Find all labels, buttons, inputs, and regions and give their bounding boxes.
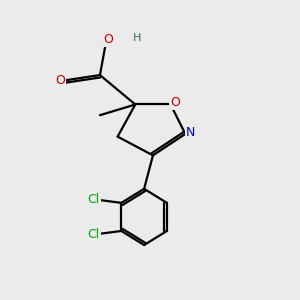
Text: O: O — [103, 33, 113, 46]
Text: N: N — [186, 126, 195, 139]
Text: Cl: Cl — [87, 228, 100, 241]
Text: O: O — [55, 74, 65, 87]
Text: H: H — [133, 33, 141, 43]
Text: O: O — [170, 96, 180, 109]
Text: Cl: Cl — [87, 193, 100, 206]
